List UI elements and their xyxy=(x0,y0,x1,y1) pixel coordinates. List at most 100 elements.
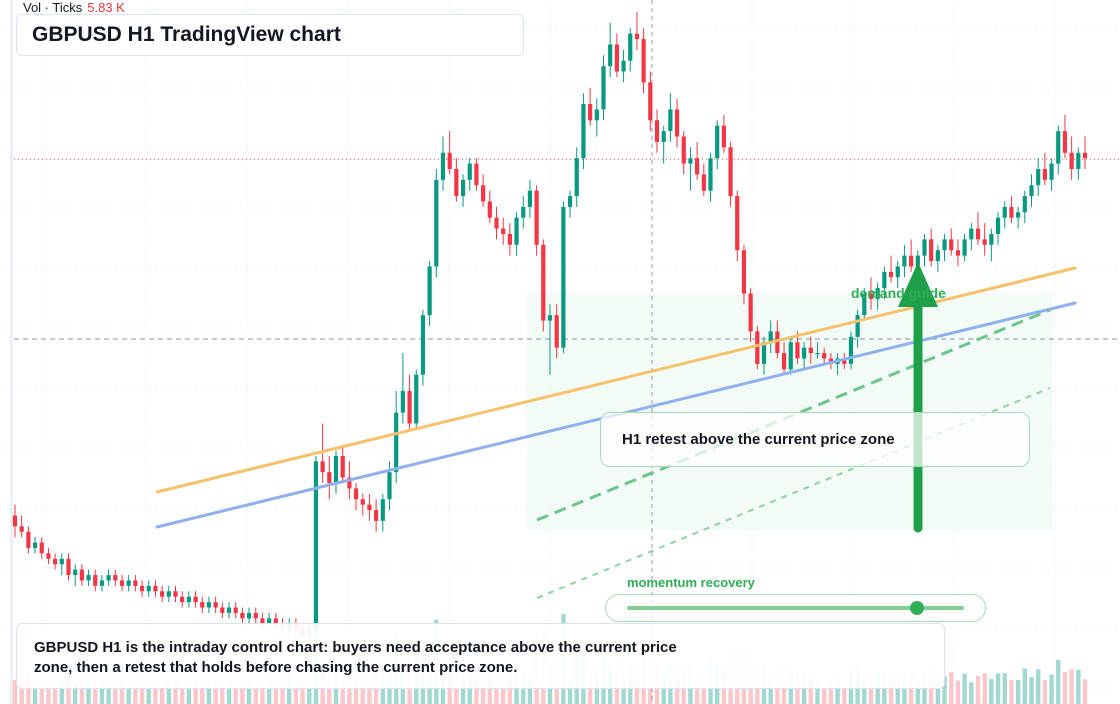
candle-body xyxy=(273,618,278,624)
momentum-meter xyxy=(605,594,986,622)
volume-bar xyxy=(888,676,894,704)
volume-bar xyxy=(828,684,834,704)
candle-body xyxy=(822,353,827,359)
volume-bar xyxy=(661,674,666,704)
candle-body xyxy=(427,266,432,316)
candle-body xyxy=(226,607,232,613)
candle-body xyxy=(340,455,345,478)
candle-body xyxy=(73,569,78,576)
candle-body xyxy=(1069,152,1074,169)
candle-body xyxy=(1036,169,1041,186)
volume-bar xyxy=(226,681,232,704)
volume-bar xyxy=(982,673,987,704)
candle-body xyxy=(99,580,105,586)
volume-bar xyxy=(527,676,533,704)
volume-bar xyxy=(895,682,900,704)
candle-body xyxy=(915,255,920,267)
candle-body xyxy=(59,558,64,565)
candle-body xyxy=(768,331,773,343)
candle-body xyxy=(661,131,666,142)
candle-body xyxy=(166,591,171,597)
candle-body xyxy=(347,477,352,489)
volume-bar xyxy=(955,680,961,704)
volume-bar xyxy=(206,682,212,704)
candle-body xyxy=(995,217,1001,234)
volume-bar xyxy=(380,675,386,704)
candle-body xyxy=(360,499,365,505)
candle-body xyxy=(741,250,747,294)
volume-bar xyxy=(494,678,499,704)
volume-bar xyxy=(52,686,58,704)
candle-body xyxy=(674,109,680,137)
candle-body xyxy=(594,109,599,121)
volume-bar xyxy=(1035,669,1041,704)
volume-bar xyxy=(567,680,573,704)
volume-bar xyxy=(367,680,372,704)
candle-body xyxy=(193,596,198,603)
candle-body xyxy=(19,526,24,532)
volume-bar xyxy=(106,687,111,704)
demand-guide-label: demand guide xyxy=(851,285,946,301)
demand-arrow-head xyxy=(898,262,938,307)
candle-body xyxy=(534,190,539,245)
volume-bar xyxy=(166,684,172,704)
candle-body xyxy=(588,104,593,121)
left-edge xyxy=(10,0,13,704)
candle-body xyxy=(474,163,479,186)
candle-body xyxy=(153,585,158,592)
momentum-track xyxy=(627,601,964,615)
volume-bar xyxy=(86,688,91,704)
candle-body xyxy=(628,33,633,61)
candle-body xyxy=(855,315,860,337)
candle-body xyxy=(701,174,706,191)
volume-bar xyxy=(1002,673,1007,704)
volume-bar xyxy=(1082,679,1088,704)
candle-body xyxy=(567,196,573,207)
candle-body xyxy=(1082,152,1088,159)
candle-body xyxy=(467,163,472,180)
candle-body xyxy=(394,412,399,473)
candle-body xyxy=(86,575,91,581)
volume-bar xyxy=(113,683,118,704)
candle-body xyxy=(12,515,18,527)
candle-body xyxy=(240,612,245,619)
volume-bar xyxy=(260,683,265,704)
volume-bar xyxy=(246,680,252,704)
volume-bar xyxy=(19,681,24,704)
candle-body xyxy=(146,585,151,592)
retest-callout: H1 retest above the current price zone xyxy=(600,412,1030,467)
candle-body xyxy=(374,510,379,521)
candle-body xyxy=(942,239,947,251)
candle-body xyxy=(949,239,954,251)
candle-body xyxy=(648,82,653,121)
volume-bar xyxy=(808,680,814,704)
candle-body xyxy=(975,228,981,240)
volume-bar xyxy=(93,680,98,704)
volume-bar xyxy=(266,679,272,704)
candle-body xyxy=(126,580,131,586)
volume-bar xyxy=(213,678,218,704)
candle-body xyxy=(982,239,987,245)
candle-body xyxy=(113,575,118,581)
candle-body xyxy=(400,390,405,413)
volume-bar xyxy=(1009,680,1014,704)
candle-body xyxy=(969,228,974,240)
candle-body xyxy=(501,228,506,234)
candle-body xyxy=(808,347,813,354)
volume-bar xyxy=(12,680,18,704)
candle-body xyxy=(1042,169,1047,180)
volume-bar xyxy=(815,682,820,704)
title-card: GBPUSD H1 TradingView chart xyxy=(16,14,524,56)
candle-body xyxy=(353,488,359,500)
candle-body xyxy=(327,472,332,483)
candle-body xyxy=(862,293,867,316)
candlestick-series xyxy=(12,12,1088,640)
candle-body xyxy=(601,66,606,110)
volume-bar xyxy=(621,679,626,704)
volume-bar xyxy=(1042,680,1048,704)
candle-body xyxy=(119,580,125,586)
volume-bar xyxy=(99,680,105,704)
candle-body xyxy=(935,250,940,262)
volume-bar xyxy=(233,688,238,704)
